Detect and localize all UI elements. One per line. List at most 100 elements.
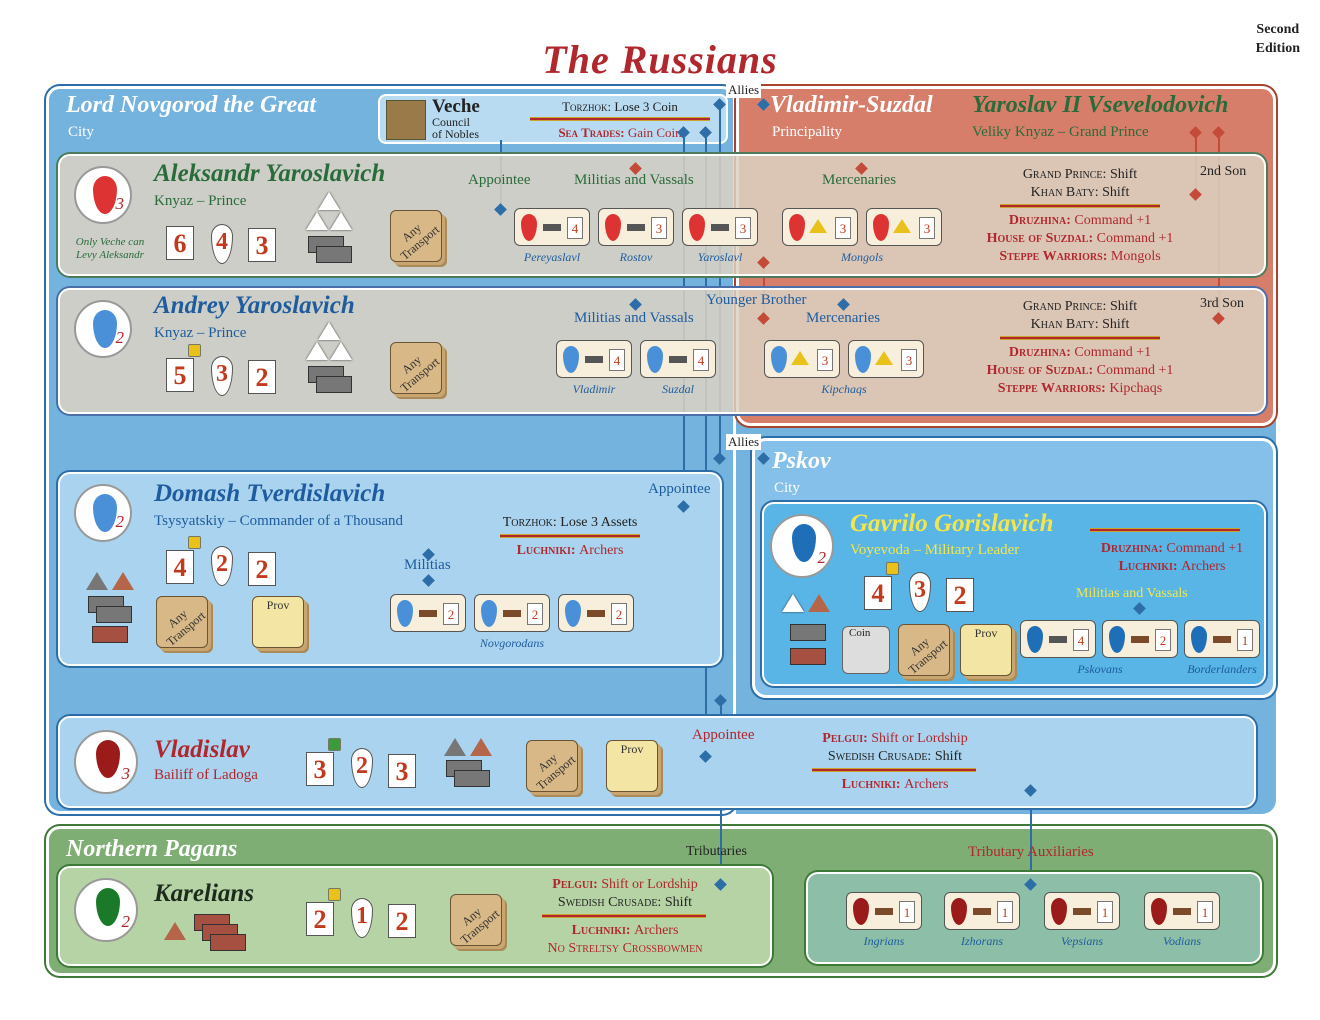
unit-token[interactable]: 2 xyxy=(1102,620,1178,658)
block-icon xyxy=(92,626,128,643)
provender-card[interactable]: Prov xyxy=(252,596,304,648)
triangle-icon xyxy=(470,738,492,756)
stat-lordship: 3 xyxy=(306,752,334,786)
die-icon xyxy=(328,888,341,901)
veche-box: Veche Council of Nobles Torzhok: Lose 3 C… xyxy=(378,94,728,144)
lord-title-domash: Tsysyatskiy – Commander of a Thousand xyxy=(154,513,404,529)
unit-token[interactable]: 4 xyxy=(556,340,632,378)
coin-card[interactable]: Coin xyxy=(842,626,890,674)
unit-token[interactable]: 3 xyxy=(866,208,942,246)
transport-card[interactable]: Any Transport xyxy=(450,894,502,947)
unit-token[interactable]: 3 xyxy=(782,208,858,246)
block-icon xyxy=(96,606,132,623)
unit-caption: Pereyaslavl xyxy=(523,250,581,264)
triangle-icon xyxy=(164,922,186,940)
lord-title-gavrilo: Voyevoda – Military Leader xyxy=(850,542,1020,558)
militias-label: Militias and Vassals xyxy=(1076,586,1188,601)
triangle-icon xyxy=(330,342,352,360)
appointee-label: Appointee xyxy=(648,481,711,497)
unit-caption: Borderlanders xyxy=(1187,662,1257,676)
veche-sea-trades: Sea Trades: Gain Coin xyxy=(558,125,682,140)
unit-token[interactable]: 1 xyxy=(846,892,922,930)
stat-service: 2 xyxy=(351,748,373,788)
tributary-auxiliaries-label: Tributary Auxiliaries xyxy=(968,844,1094,860)
tributaries-label: Tributaries xyxy=(686,844,747,859)
unit-token[interactable]: 3 xyxy=(682,208,758,246)
unit-token[interactable]: 2 xyxy=(390,594,466,632)
karelians-notes: Pelgui: Shift or Lordship Swedish Crusad… xyxy=(552,877,698,910)
provender-card[interactable]: Prov xyxy=(606,740,658,792)
shield-icon xyxy=(93,176,117,214)
connector-line xyxy=(705,132,707,762)
unit-token[interactable]: 1 xyxy=(1184,620,1260,658)
triangle-icon xyxy=(782,594,804,612)
stat-lordship: 2 xyxy=(306,902,334,936)
region-title-pagans: Northern Pagans xyxy=(66,836,238,862)
unit-token[interactable]: 1 xyxy=(1144,892,1220,930)
provender-card[interactable]: Prov xyxy=(960,624,1012,676)
unit-token[interactable]: 1 xyxy=(944,892,1020,930)
gavrilo-notes: Druzhina: Command +1 Luchniki: Archers xyxy=(1100,541,1244,574)
stat-command: 2 xyxy=(388,904,416,938)
triangle-icon xyxy=(306,342,328,360)
transport-card[interactable]: Any Transport xyxy=(898,624,950,677)
unit-token[interactable]: 3 xyxy=(764,340,840,378)
transport-card[interactable]: Any Transport xyxy=(526,740,578,793)
lord-title-aleksandr: Knyaz – Prince xyxy=(154,193,247,209)
karelians-seal[interactable]: 2 xyxy=(74,878,138,942)
die-icon xyxy=(188,536,201,549)
lord-title-andrey: Knyaz – Prince xyxy=(154,325,247,341)
triangle-icon xyxy=(112,572,134,590)
unit-caption: Vladimir xyxy=(572,382,616,396)
appointee-label: Appointee xyxy=(692,727,755,743)
stat-command: 3 xyxy=(388,754,416,788)
unit-token[interactable]: 1 xyxy=(1044,892,1120,930)
transport-card[interactable]: Any Transport xyxy=(156,596,208,649)
block-icon xyxy=(790,624,826,641)
andrey-notes-lower: Druzhina: Command +1 House of Suzdal: Co… xyxy=(986,345,1174,396)
shield-icon xyxy=(792,524,816,562)
unit-token[interactable]: 2 xyxy=(558,594,634,632)
son-label: 2nd Son xyxy=(1200,164,1247,179)
vladislav-seal[interactable]: 3 xyxy=(74,730,138,794)
unit-token[interactable]: 4 xyxy=(514,208,590,246)
unit-caption: Vepsians xyxy=(1061,934,1103,948)
aleksandr-notes-lower: Druzhina: Command +1 House of Suzdal: Co… xyxy=(986,213,1174,264)
region-type-pskov: City xyxy=(774,480,800,496)
unit-token[interactable]: 3 xyxy=(848,340,924,378)
allies-label-pskov: Allies xyxy=(726,434,762,450)
block-icon xyxy=(316,376,352,393)
shield-icon xyxy=(96,740,120,778)
stat-lordship: 4 xyxy=(864,576,892,610)
unit-caption: Pskovans xyxy=(1077,662,1123,676)
aleksandr-seal[interactable]: 3 xyxy=(74,166,132,224)
veche-torzhok: Torzhok: Lose 3 Coin xyxy=(562,99,678,114)
ruler-title-yaroslav: Veliky Knyaz – Grand Prince xyxy=(972,124,1149,140)
divider xyxy=(1000,204,1160,208)
divider xyxy=(500,534,640,538)
unit-caption: Novgorodans xyxy=(479,636,545,650)
andrey-seal[interactable]: 2 xyxy=(74,300,132,358)
unit-token[interactable]: 2 xyxy=(474,594,550,632)
triangle-icon xyxy=(86,572,108,590)
edition-label: Second Edition xyxy=(1255,22,1300,56)
block-icon xyxy=(454,770,490,787)
transport-card[interactable]: Any Transport xyxy=(390,342,442,395)
stat-command: 3 xyxy=(248,228,276,262)
unit-caption: Mongols xyxy=(841,250,883,264)
unit-token[interactable]: 4 xyxy=(640,340,716,378)
shield-icon xyxy=(96,888,120,926)
shield-icon xyxy=(93,310,117,348)
domash-seal[interactable]: 2 xyxy=(74,484,132,542)
domash-notes-lower: Luchniki: Archers xyxy=(516,543,624,558)
aleksandr-note: Only Veche can Levy Aleksandr xyxy=(75,236,145,261)
vladislav-notes: Pelgui: Shift or Lordship Swedish Crusad… xyxy=(822,731,968,764)
divider xyxy=(530,117,710,121)
divider xyxy=(1090,528,1240,532)
gavrilo-seal[interactable]: 2 xyxy=(770,514,834,578)
unit-token[interactable]: 3 xyxy=(598,208,674,246)
transport-card[interactable]: Any Transport xyxy=(390,210,442,263)
divider xyxy=(1000,336,1160,340)
unit-token[interactable]: 4 xyxy=(1020,620,1096,658)
stat-command: 2 xyxy=(946,578,974,612)
